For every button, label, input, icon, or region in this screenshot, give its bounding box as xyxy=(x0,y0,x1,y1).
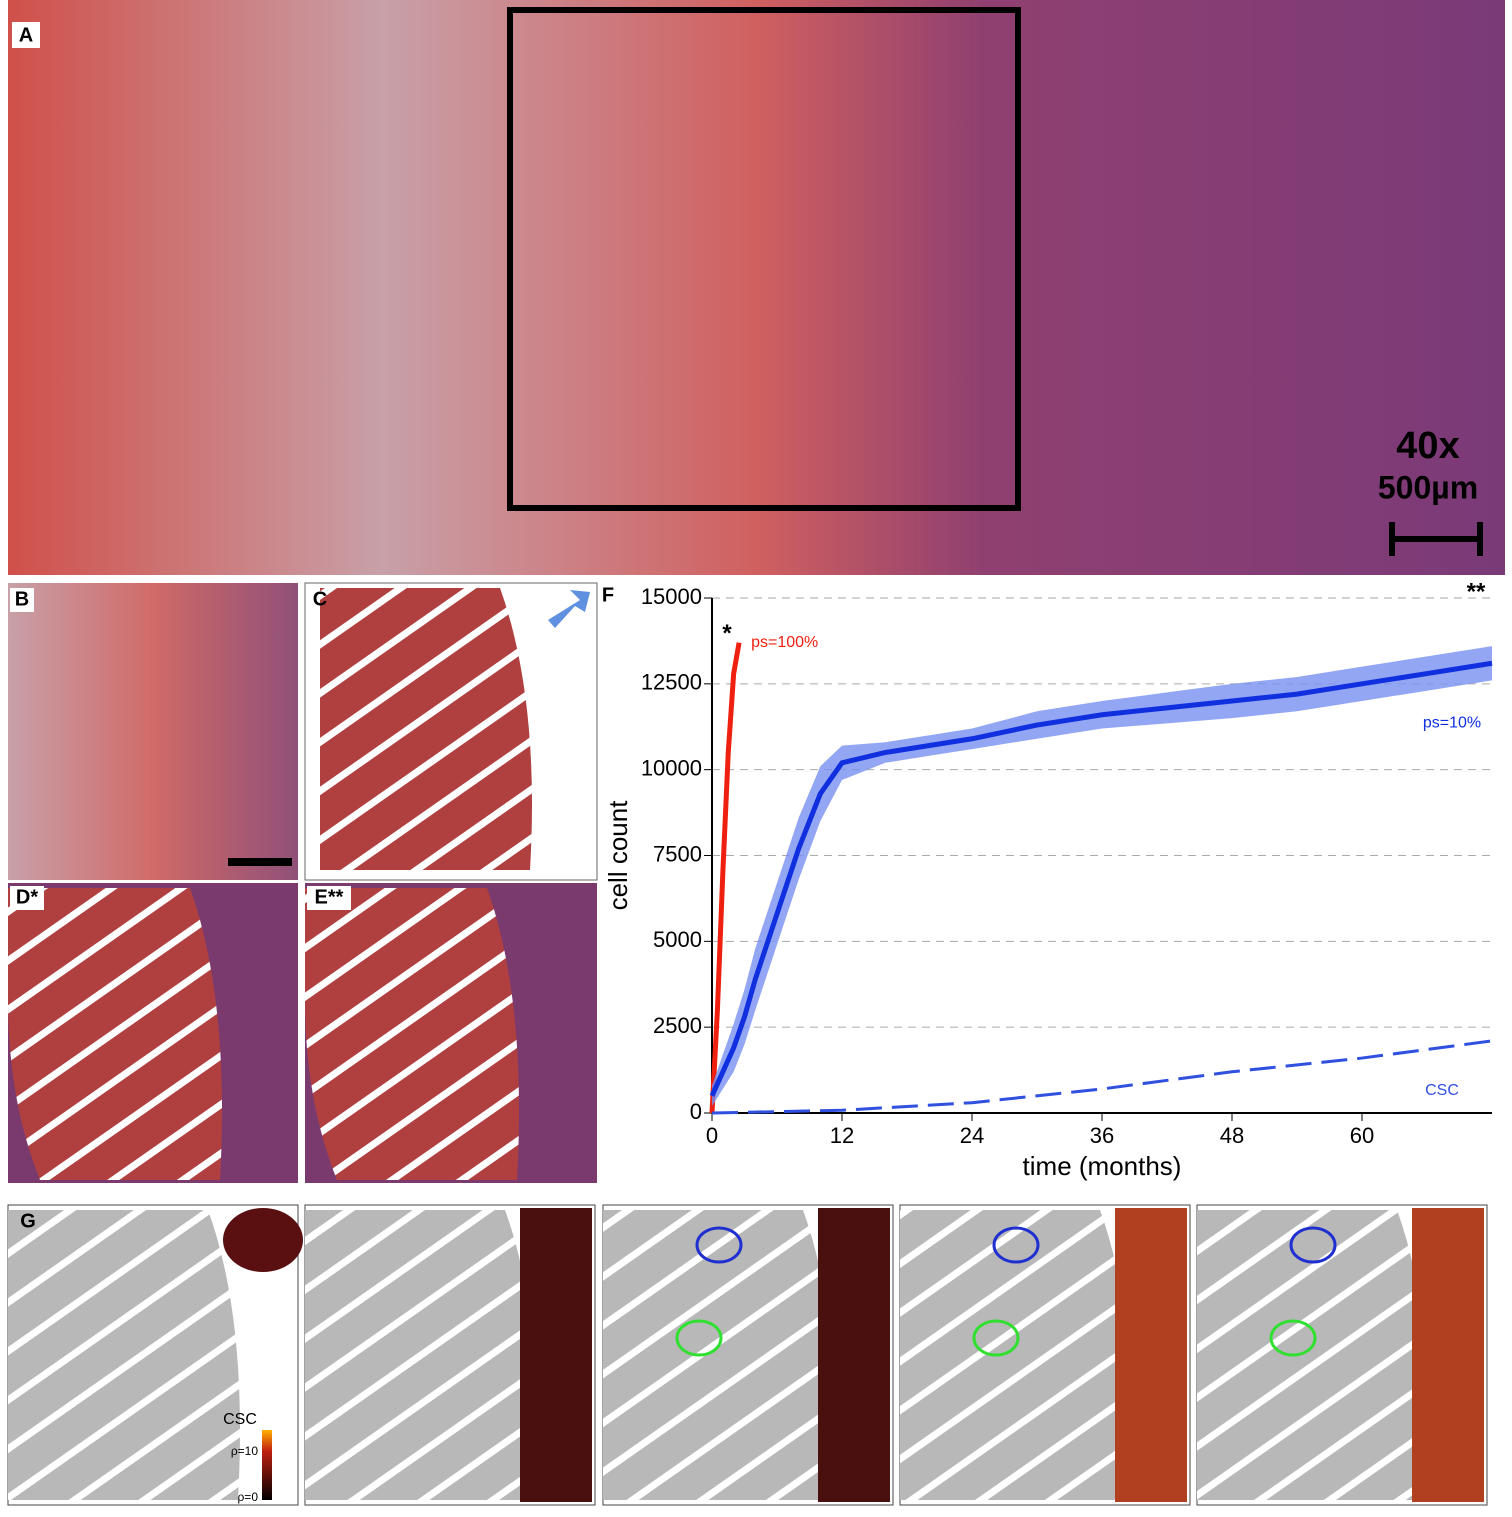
histology-image xyxy=(8,0,1505,575)
g-tile xyxy=(899,1204,1191,1506)
series-line xyxy=(709,660,1493,1097)
colorbar xyxy=(262,1430,272,1500)
y-tick-label: 2500 xyxy=(653,1013,702,1038)
g-tile xyxy=(602,1204,894,1506)
y-tick-label: 10000 xyxy=(641,755,702,780)
label-bg xyxy=(10,886,44,910)
marker-circle xyxy=(675,1319,723,1357)
label-bg xyxy=(12,22,40,48)
csc-front xyxy=(520,1208,592,1502)
panel-label: B xyxy=(15,588,29,610)
x-tick-label: 24 xyxy=(960,1123,984,1148)
tissue-map xyxy=(603,1210,835,1500)
colorbar-title: CSC xyxy=(223,1411,257,1428)
tissue-map xyxy=(320,588,532,870)
x-tick-label: 60 xyxy=(1350,1123,1374,1148)
g-tile xyxy=(7,1204,303,1506)
label-bg xyxy=(307,886,351,910)
panel-label: F xyxy=(602,584,614,606)
arrow xyxy=(548,590,590,628)
marker-circle xyxy=(992,1226,1040,1264)
marker-circle xyxy=(695,1226,743,1264)
panel-label: E** xyxy=(315,886,344,908)
scale-bar xyxy=(1389,522,1483,556)
y-axis-label: cell count xyxy=(603,800,633,911)
g-tile xyxy=(1196,1204,1488,1506)
series-label: ps=10% xyxy=(1423,714,1481,731)
panel-g: G CSC ρ=10 ρ=0 xyxy=(7,1204,1488,1506)
panel-label: A xyxy=(19,24,33,46)
tissue-map xyxy=(8,1210,240,1500)
colorbar-low: ρ=0 xyxy=(237,1490,258,1504)
panel-a: A 40x 500µm xyxy=(8,0,1505,575)
csc-front xyxy=(818,1208,890,1502)
y-tick-label: 7500 xyxy=(653,841,702,866)
tissue-map xyxy=(8,888,222,1180)
tissue-map xyxy=(305,1210,537,1500)
series-line xyxy=(709,642,742,1114)
x-tick-label: 12 xyxy=(830,1123,854,1148)
panel-d: D* xyxy=(8,883,298,1183)
scale-bar xyxy=(228,858,292,866)
y-tick-label: 5000 xyxy=(653,927,702,952)
panel-b: B xyxy=(8,583,298,880)
g-tile xyxy=(304,1204,596,1506)
error-band xyxy=(712,646,1492,1107)
tissue-map xyxy=(1197,1210,1429,1500)
colorbar-high: ρ=10 xyxy=(231,1444,259,1458)
tissue-map xyxy=(900,1210,1132,1500)
x-tick-label: 36 xyxy=(1090,1123,1114,1148)
marker-circle xyxy=(1289,1226,1337,1264)
csc-front xyxy=(1412,1208,1484,1502)
annotation: ** xyxy=(1467,579,1486,606)
tissue-map xyxy=(305,888,519,1180)
panel-label: C xyxy=(313,588,327,610)
label-bg xyxy=(10,588,34,612)
panel-e: E** xyxy=(305,883,597,1183)
y-tick-label: 12500 xyxy=(641,670,702,695)
scale-label: 500µm xyxy=(1378,469,1478,505)
panel-label: D* xyxy=(16,886,38,908)
zoom-box xyxy=(507,7,1021,511)
marker-circle xyxy=(1269,1319,1317,1357)
series-label: ps=100% xyxy=(751,634,818,651)
x-axis-label: time (months) xyxy=(1023,1151,1182,1181)
x-tick-label: 48 xyxy=(1220,1123,1244,1148)
magnification: 40x xyxy=(1396,425,1459,467)
csc-cluster xyxy=(223,1208,303,1272)
y-tick-label: 0 xyxy=(690,1099,702,1124)
histology-image xyxy=(8,583,298,880)
marker-circle xyxy=(972,1319,1020,1357)
csc-front xyxy=(1115,1208,1187,1502)
series-label: CSC xyxy=(1425,1082,1459,1099)
annotation: * xyxy=(722,620,732,647)
panel-label: G xyxy=(20,1210,36,1232)
x-tick-label: 0 xyxy=(706,1123,718,1148)
panel-c: C xyxy=(304,582,598,881)
y-tick-label: 15000 xyxy=(641,584,702,609)
series-line xyxy=(711,1039,1493,1115)
